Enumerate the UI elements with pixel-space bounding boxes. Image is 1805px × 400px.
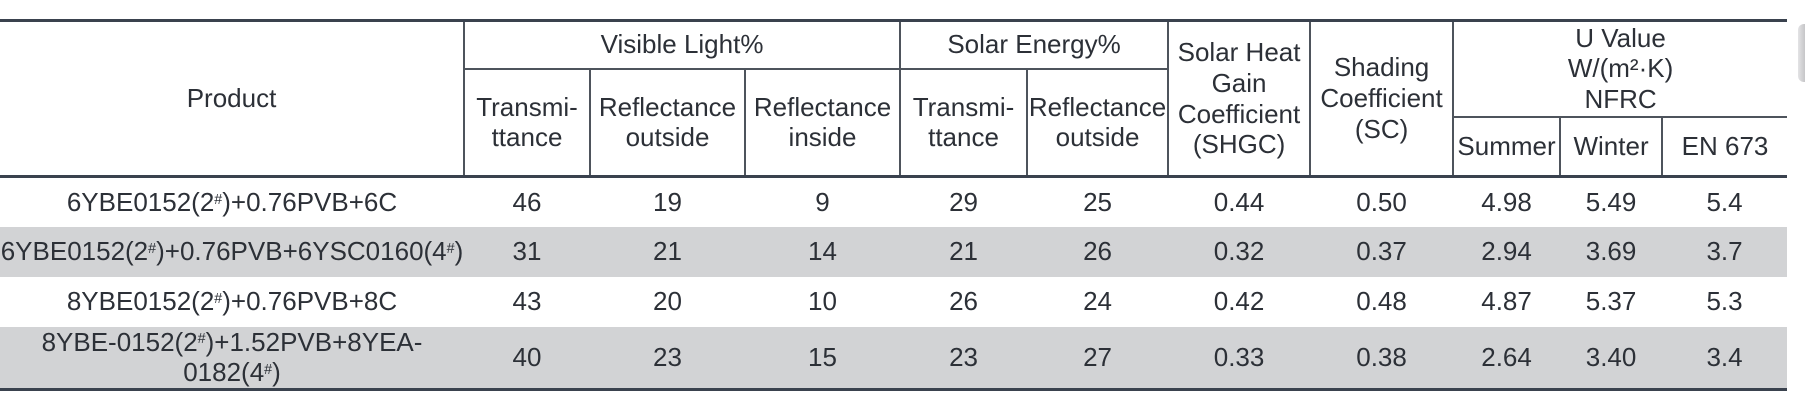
value-cell: 43 bbox=[512, 286, 542, 317]
superscript-mark: # bbox=[264, 362, 273, 379]
product-cell: 8YBE-0152(2#)+1.52PVB+8YEA-0182(4#) bbox=[0, 326, 464, 391]
value-cell: 0.44 bbox=[1213, 186, 1265, 217]
header-shading-coefficient: Shading Coefficient (SC) bbox=[1310, 19, 1455, 178]
value-cell: 5.37 bbox=[1585, 286, 1637, 317]
value-cell: 14 bbox=[745, 226, 901, 277]
header-shgc: Solar Heat Gain Coefficient (SHGC) bbox=[1168, 19, 1312, 178]
value-cell: 19 bbox=[653, 186, 682, 217]
value-cell: 2.64 bbox=[1453, 326, 1561, 391]
table-row: 8YBE-0152(2#)+1.52PVB+8YEA-0182(4#) 40 23 1… bbox=[0, 326, 1788, 391]
value-cell: 0.38 bbox=[1310, 326, 1454, 391]
value-cell: 23 bbox=[590, 326, 745, 391]
header-vl-transmittance: Transmi- ttance bbox=[464, 68, 591, 178]
header-se-reflectance-outside: Reflectance outside bbox=[1027, 68, 1170, 178]
value-cell: 24 bbox=[1083, 286, 1112, 317]
table-row: 6YBE0152(2#)+0.76PVB+6YSC0160(4#) 31 21 14 2… bbox=[0, 226, 1788, 277]
header-visible-light-group: Visible Light% bbox=[464, 19, 902, 70]
value-cell: 20 bbox=[653, 286, 682, 317]
product-cell: 8YBE0152(2#)+0.76PVB+8C bbox=[66, 286, 398, 317]
value-cell: 0.32 bbox=[1168, 226, 1311, 277]
value-cell: 15 bbox=[745, 326, 901, 391]
header-solar-energy-group: Solar Energy% bbox=[900, 19, 1170, 70]
table-header: Product Visible Light% Solar Energy% Sol… bbox=[0, 19, 1788, 178]
value-cell: 21 bbox=[900, 226, 1028, 277]
value-cell: 5.3 bbox=[1706, 286, 1743, 317]
value-cell: 3.7 bbox=[1662, 226, 1788, 277]
value-cell: 2.94 bbox=[1453, 226, 1561, 277]
value-cell: 21 bbox=[590, 226, 745, 277]
value-cell: 5.4 bbox=[1706, 186, 1743, 217]
header-u-value-group: U Value W/(m²·K) NFRC bbox=[1453, 19, 1788, 118]
superscript-mark: # bbox=[214, 191, 223, 208]
value-cell: 0.50 bbox=[1356, 186, 1407, 217]
value-cell: 4.98 bbox=[1481, 186, 1532, 217]
value-cell: 10 bbox=[808, 286, 837, 317]
page-edge-artifact bbox=[1798, 24, 1805, 82]
value-cell: 26 bbox=[1027, 226, 1169, 277]
value-cell: 9 bbox=[815, 186, 830, 217]
value-cell: 46 bbox=[512, 186, 542, 217]
superscript-mark: # bbox=[446, 241, 455, 258]
header-vl-reflectance-outside: Reflectance outside bbox=[590, 68, 746, 178]
value-cell: 0.33 bbox=[1168, 326, 1311, 391]
superscript-mark: # bbox=[214, 291, 223, 308]
header-summer: Summer bbox=[1453, 116, 1562, 178]
superscript-mark: # bbox=[197, 331, 206, 348]
value-cell: 3.40 bbox=[1560, 326, 1663, 391]
value-cell: 26 bbox=[949, 286, 978, 317]
value-cell: 23 bbox=[900, 326, 1028, 391]
value-cell: 40 bbox=[464, 326, 590, 391]
superscript-mark: # bbox=[148, 241, 157, 258]
header-vl-reflectance-inside: Reflectance inside bbox=[745, 68, 902, 178]
table-row: 8YBE0152(2#)+0.76PVB+8C 43 20 10 26 24 0.42 0.4… bbox=[0, 277, 1787, 327]
value-cell: 27 bbox=[1027, 326, 1169, 391]
value-cell: 0.37 bbox=[1310, 226, 1454, 277]
value-cell: 31 bbox=[464, 226, 590, 277]
value-cell: 3.69 bbox=[1560, 226, 1663, 277]
table-row: 6YBE0152(2#)+0.76PVB+6C 46 19 9 29 25 0.44 0.50… bbox=[0, 177, 1787, 227]
value-cell: 29 bbox=[949, 186, 978, 217]
value-cell: 5.49 bbox=[1585, 186, 1637, 217]
value-cell: 0.42 bbox=[1213, 286, 1265, 317]
header-winter: Winter bbox=[1560, 116, 1664, 178]
table-body: 6YBE0152(2#)+0.76PVB+6C 46 19 9 29 25 0.44 0.50… bbox=[0, 177, 1788, 391]
value-cell: 4.87 bbox=[1481, 286, 1532, 317]
value-cell: 25 bbox=[1083, 186, 1112, 217]
value-cell: 3.4 bbox=[1662, 326, 1788, 391]
header-en673: EN 673 bbox=[1662, 116, 1788, 178]
value-cell: 0.48 bbox=[1356, 286, 1407, 317]
header-product: Product bbox=[0, 19, 465, 178]
product-cell: 6YBE0152(2#)+0.76PVB+6YSC0160(4#) bbox=[0, 226, 464, 277]
glass-spec-table: Product Visible Light% Solar Energy% Sol… bbox=[0, 19, 1788, 391]
header-se-transmittance: Transmi- ttance bbox=[900, 68, 1029, 178]
product-cell: 6YBE0152(2#)+0.76PVB+6C bbox=[66, 186, 398, 217]
